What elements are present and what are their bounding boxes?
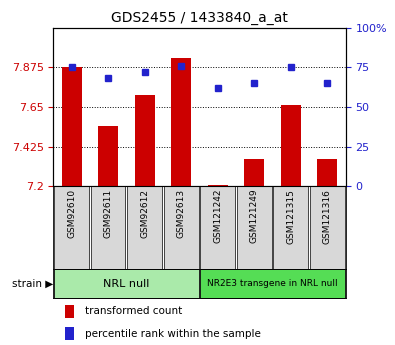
Bar xyxy=(135,95,155,186)
Bar xyxy=(244,159,264,186)
Text: GSM121242: GSM121242 xyxy=(213,189,222,243)
Bar xyxy=(65,305,74,318)
Text: transformed count: transformed count xyxy=(85,306,183,316)
Text: NR2E3 transgene in NRL null: NR2E3 transgene in NRL null xyxy=(207,279,338,288)
Text: GSM92613: GSM92613 xyxy=(177,189,186,238)
Bar xyxy=(98,126,118,186)
Bar xyxy=(208,185,228,186)
FancyBboxPatch shape xyxy=(237,186,272,269)
Text: GSM121315: GSM121315 xyxy=(286,189,295,244)
Text: NRL null: NRL null xyxy=(103,279,150,289)
FancyBboxPatch shape xyxy=(54,269,199,298)
FancyBboxPatch shape xyxy=(54,186,89,269)
Text: GSM121316: GSM121316 xyxy=(323,189,332,244)
Text: GSM92612: GSM92612 xyxy=(140,189,149,238)
Bar xyxy=(281,105,301,186)
FancyBboxPatch shape xyxy=(127,186,162,269)
FancyBboxPatch shape xyxy=(91,186,126,269)
FancyBboxPatch shape xyxy=(310,186,345,269)
FancyBboxPatch shape xyxy=(164,186,199,269)
Bar xyxy=(62,67,82,186)
FancyBboxPatch shape xyxy=(273,186,308,269)
Bar xyxy=(171,58,191,186)
Bar xyxy=(65,327,74,340)
Text: percentile rank within the sample: percentile rank within the sample xyxy=(85,329,261,339)
Text: strain ▶: strain ▶ xyxy=(12,279,54,289)
FancyBboxPatch shape xyxy=(200,269,345,298)
Bar xyxy=(317,159,337,186)
Text: GSM92610: GSM92610 xyxy=(67,189,76,238)
FancyBboxPatch shape xyxy=(200,186,235,269)
Text: GSM92611: GSM92611 xyxy=(103,189,113,238)
Text: GSM121249: GSM121249 xyxy=(250,189,259,244)
Title: GDS2455 / 1433840_a_at: GDS2455 / 1433840_a_at xyxy=(111,11,288,25)
